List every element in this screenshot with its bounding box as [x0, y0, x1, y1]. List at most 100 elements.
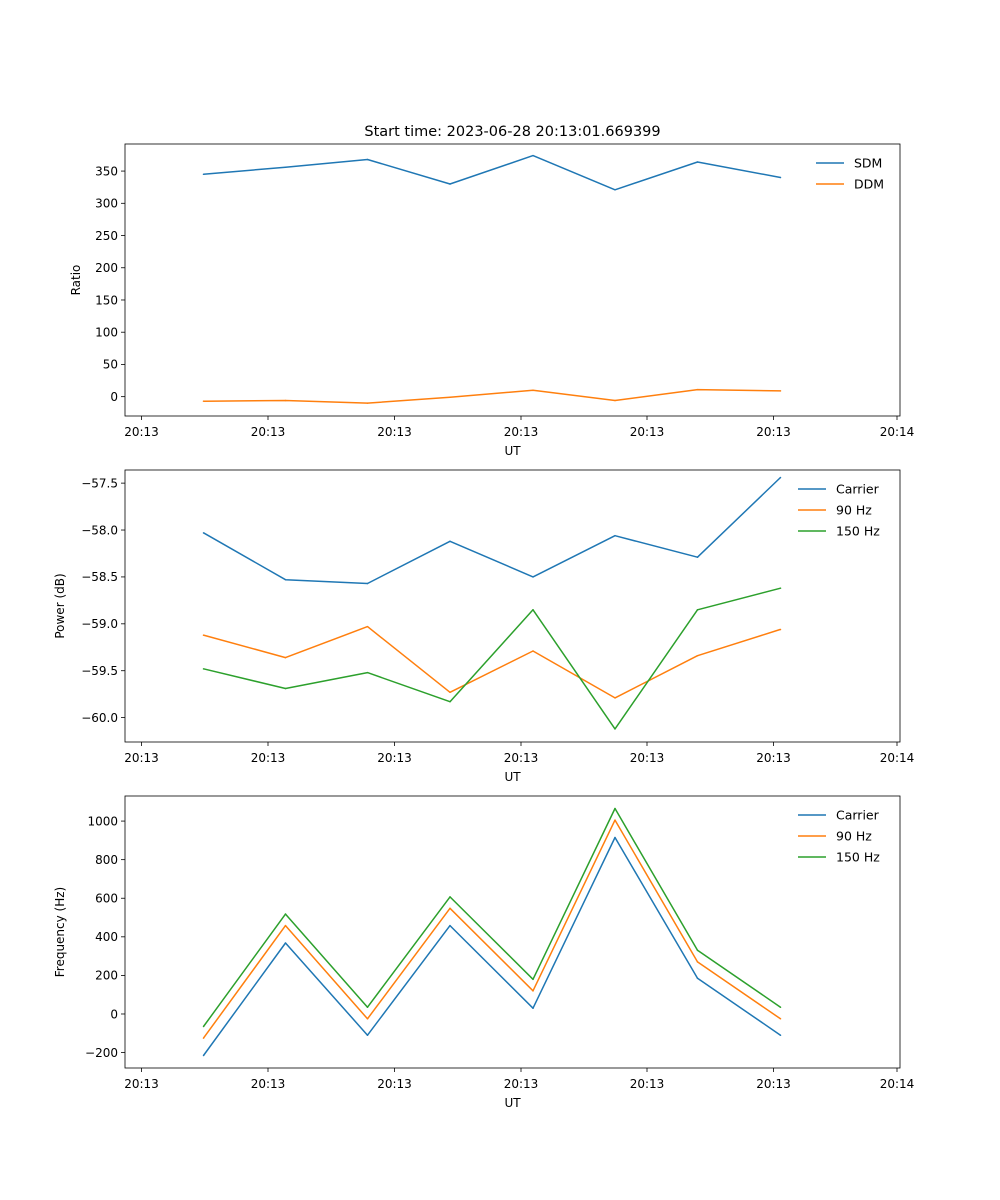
data-point	[696, 977, 699, 980]
data-point	[779, 390, 782, 392]
data-point	[532, 576, 534, 578]
data-point	[366, 625, 369, 628]
data-point	[696, 161, 699, 163]
x-tick-label: 20:13	[251, 425, 286, 439]
data-point	[532, 1007, 534, 1009]
data-point	[202, 1054, 205, 1057]
data-point	[366, 158, 369, 161]
data-point	[284, 924, 287, 927]
data-point	[366, 1034, 369, 1036]
chart-panel-2: 20:13 20:13 20:13 20:13 20:13 20:13 20:14 −60.0…	[53, 469, 914, 784]
y-axis-label: Ratio	[69, 265, 83, 296]
data-point	[449, 700, 451, 703]
data-point	[449, 691, 451, 694]
x-axis-label: UT	[504, 444, 521, 458]
data-point	[449, 896, 451, 898]
data-point	[284, 399, 287, 402]
legend-entry: 150 Hz	[836, 850, 880, 865]
data-point	[202, 668, 205, 670]
data-point	[532, 389, 534, 391]
data-point	[532, 650, 534, 652]
x-tick-label: 20:13	[377, 1077, 412, 1091]
y-tick-label: 1000	[87, 814, 118, 828]
data-point	[779, 628, 782, 631]
data-point	[614, 728, 616, 730]
data-point	[532, 990, 534, 992]
data-point	[779, 176, 782, 179]
data-point	[449, 907, 451, 910]
x-tick-label: 20:13	[251, 751, 286, 765]
data-point	[202, 1025, 205, 1028]
x-tick-label: 20:13	[504, 751, 539, 765]
x-tick-label: 20:14	[880, 425, 915, 439]
series-line-90-hz	[202, 819, 781, 1039]
x-axis-label: UT	[504, 1096, 521, 1110]
data-point	[449, 540, 451, 543]
legend-entry: Carrier	[836, 808, 880, 823]
x-tick-label: 20:13	[630, 751, 665, 765]
x-tick-label: 20:13	[377, 751, 412, 765]
data-point	[284, 656, 287, 659]
y-tick-label: −59.0	[81, 617, 118, 631]
data-point	[366, 671, 369, 674]
data-point	[284, 942, 287, 944]
data-point	[202, 634, 205, 636]
y-axis-label: Power (dB)	[53, 573, 67, 638]
data-point	[614, 697, 616, 699]
legend-entry: 90 Hz	[836, 503, 872, 518]
data-point	[696, 388, 699, 391]
chart-panel-3: 20:13 20:13 20:13 20:13 20:13 20:13 20:14 −200 0…	[53, 795, 915, 1110]
data-point	[614, 819, 616, 821]
data-point	[696, 556, 699, 558]
data-point	[202, 532, 205, 534]
data-point	[284, 166, 287, 168]
x-tick-label: 20:13	[504, 425, 539, 439]
x-tick-label: 20:13	[630, 1077, 665, 1091]
data-point	[779, 1034, 782, 1036]
data-point	[284, 578, 287, 581]
x-tick-label: 20:13	[124, 751, 159, 765]
y-tick-label: −60.0	[81, 711, 118, 725]
plot-frame	[124, 795, 901, 1069]
plot-frame	[124, 469, 901, 743]
legend: Carrier 90 Hz 150 Hz	[798, 482, 880, 539]
series-line-90-hz	[203, 625, 781, 699]
y-tick-label: 0	[110, 1007, 118, 1021]
series-line-carrier	[202, 836, 781, 1056]
x-tick-label: 20:13	[756, 751, 791, 765]
legend-entry: 90 Hz	[836, 829, 872, 844]
x-tick-label: 20:13	[377, 425, 412, 439]
x-tick-label: 20:13	[504, 1077, 539, 1091]
data-point	[366, 1006, 369, 1008]
data-point	[284, 687, 287, 690]
x-tick-label: 20:14	[880, 1077, 915, 1091]
data-point	[614, 807, 616, 810]
data-point	[449, 183, 451, 185]
data-point	[284, 913, 287, 915]
data-point	[614, 399, 616, 402]
data-point	[614, 534, 616, 537]
data-point	[449, 396, 451, 399]
x-tick-label: 20:13	[251, 1077, 286, 1091]
y-tick-label: −200	[85, 1046, 118, 1060]
data-point	[366, 1018, 369, 1020]
data-point	[779, 1006, 782, 1008]
x-axis-label: UT	[504, 770, 521, 784]
y-tick-label: −57.5	[81, 476, 118, 490]
y-tick-label: 600	[95, 892, 118, 906]
data-point	[779, 587, 782, 589]
y-tick-label: 0	[110, 390, 118, 404]
data-point	[366, 402, 369, 404]
data-point	[614, 836, 616, 839]
y-tick-label: 50	[103, 358, 118, 372]
legend-entry: Carrier	[836, 482, 880, 497]
series-line-ddm	[203, 388, 781, 404]
y-tick-label: 400	[95, 930, 118, 944]
y-tick-label: 200	[95, 969, 118, 983]
data-point	[696, 949, 699, 952]
data-point	[779, 1018, 782, 1020]
y-tick-label: 200	[95, 261, 118, 275]
data-point	[532, 609, 534, 611]
plot-frame	[124, 143, 901, 417]
